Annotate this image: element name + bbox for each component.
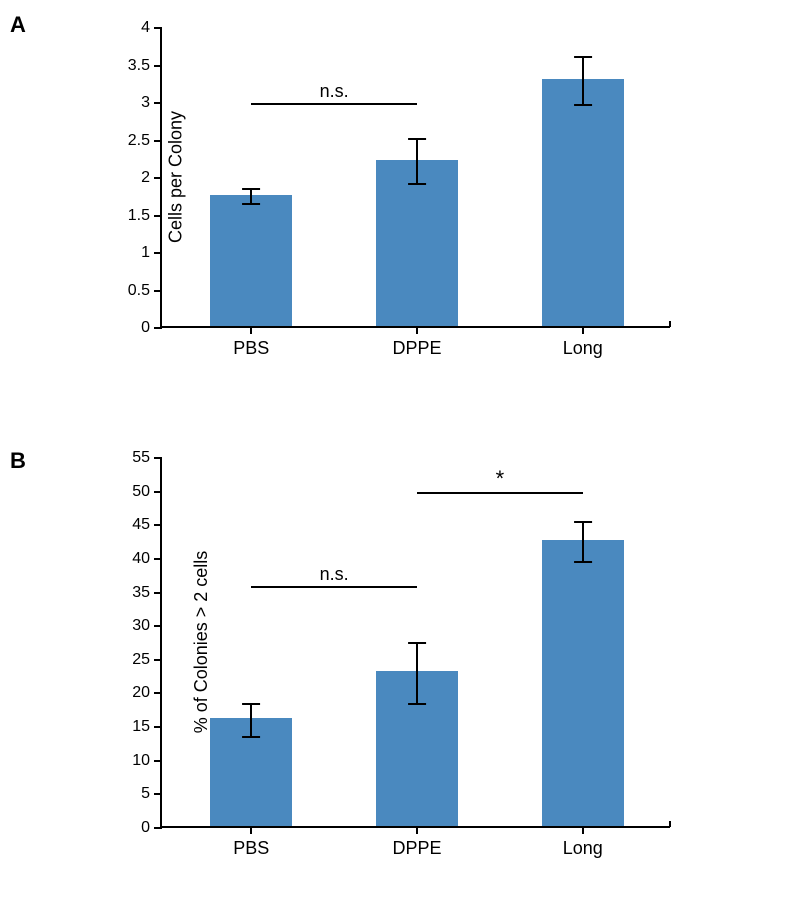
axis-end-tick — [669, 821, 671, 827]
error-bar-cap — [242, 188, 260, 190]
y-tick-label: 15 — [132, 718, 150, 736]
y-tick — [154, 177, 162, 179]
error-bar-cap — [408, 703, 426, 705]
y-tick — [154, 558, 162, 560]
y-tick — [154, 491, 162, 493]
x-tick — [250, 326, 252, 334]
x-tick — [250, 826, 252, 834]
y-tick-label: 2.5 — [128, 132, 150, 150]
error-bar-cap — [408, 642, 426, 644]
error-bar-cap — [408, 183, 426, 185]
y-tick — [154, 65, 162, 67]
y-tick-label: 40 — [132, 550, 150, 568]
y-tick-label: 45 — [132, 516, 150, 534]
x-tick — [582, 826, 584, 834]
significance-line — [251, 586, 417, 588]
y-tick — [154, 215, 162, 217]
x-tick-label: Long — [563, 838, 603, 859]
error-bar — [250, 189, 252, 204]
x-tick-label: DPPE — [392, 338, 441, 359]
bar — [542, 540, 624, 826]
significance-label: * — [496, 466, 505, 492]
significance-line — [251, 103, 417, 105]
y-tick — [154, 793, 162, 795]
y-tick-label: 0 — [141, 819, 150, 837]
y-tick-label: 10 — [132, 752, 150, 770]
x-tick-label: DPPE — [392, 838, 441, 859]
y-tick-label: 55 — [132, 449, 150, 467]
error-bar — [416, 139, 418, 184]
bar — [542, 79, 624, 327]
y-axis-label: Cells per Colony — [166, 111, 187, 243]
plot-area: % of Colonies > 2 cells05101520253035404… — [160, 458, 670, 828]
error-bar — [416, 643, 418, 704]
bar — [210, 195, 292, 326]
y-tick — [154, 27, 162, 29]
panel-label: A — [10, 12, 26, 38]
y-tick-label: 0.5 — [128, 282, 150, 300]
y-tick — [154, 290, 162, 292]
panel-label: B — [10, 448, 26, 474]
error-bar-cap — [242, 736, 260, 738]
significance-line — [417, 492, 583, 494]
y-tick — [154, 760, 162, 762]
y-tick-label: 35 — [132, 584, 150, 602]
y-tick-label: 3 — [141, 94, 150, 112]
y-tick-label: 2 — [141, 169, 150, 187]
x-tick — [582, 326, 584, 334]
error-bar-cap — [574, 521, 592, 523]
y-tick-label: 25 — [132, 651, 150, 669]
significance-label: n.s. — [320, 564, 349, 585]
y-tick — [154, 692, 162, 694]
x-tick-label: PBS — [233, 338, 269, 359]
significance-label: n.s. — [320, 81, 349, 102]
error-bar-cap — [242, 203, 260, 205]
y-tick — [154, 659, 162, 661]
y-tick — [154, 457, 162, 459]
error-bar-cap — [574, 561, 592, 563]
axis-end-tick — [669, 321, 671, 327]
y-tick — [154, 726, 162, 728]
y-tick-label: 5 — [141, 785, 150, 803]
y-tick — [154, 102, 162, 104]
error-bar — [582, 522, 584, 562]
bar-chart: % of Colonies > 2 cells 0 5 10 15 20 25 30 35 40 4… — [100, 448, 690, 868]
y-tick — [154, 140, 162, 142]
y-tick — [154, 327, 162, 329]
y-tick-label: 20 — [132, 684, 150, 702]
y-tick-label: 3.5 — [128, 57, 150, 75]
y-tick — [154, 592, 162, 594]
y-tick-label: 50 — [132, 483, 150, 501]
error-bar — [250, 704, 252, 738]
error-bar-cap — [574, 104, 592, 106]
y-tick-label: 4 — [141, 19, 150, 37]
x-tick-label: PBS — [233, 838, 269, 859]
y-tick — [154, 827, 162, 829]
y-axis-label: % of Colonies > 2 cells — [191, 551, 212, 734]
x-tick — [416, 326, 418, 334]
y-tick-label: 1 — [141, 244, 150, 262]
error-bar-cap — [408, 138, 426, 140]
plot-area: Cells per Colony00.511.522.533.54PBSDPPE… — [160, 28, 670, 328]
y-tick — [154, 524, 162, 526]
x-tick-label: Long — [563, 338, 603, 359]
y-tick — [154, 252, 162, 254]
y-tick-label: 1.5 — [128, 207, 150, 225]
x-tick — [416, 826, 418, 834]
error-bar-cap — [242, 703, 260, 705]
y-tick — [154, 625, 162, 627]
y-tick-label: 30 — [132, 617, 150, 635]
bar-chart: Cells per Colony 0 0.5 1 1.5 2 2.5 3 3.5 4 PBS DPPE… — [100, 18, 690, 368]
error-bar — [582, 57, 584, 105]
error-bar-cap — [574, 56, 592, 58]
y-tick-label: 0 — [141, 319, 150, 337]
